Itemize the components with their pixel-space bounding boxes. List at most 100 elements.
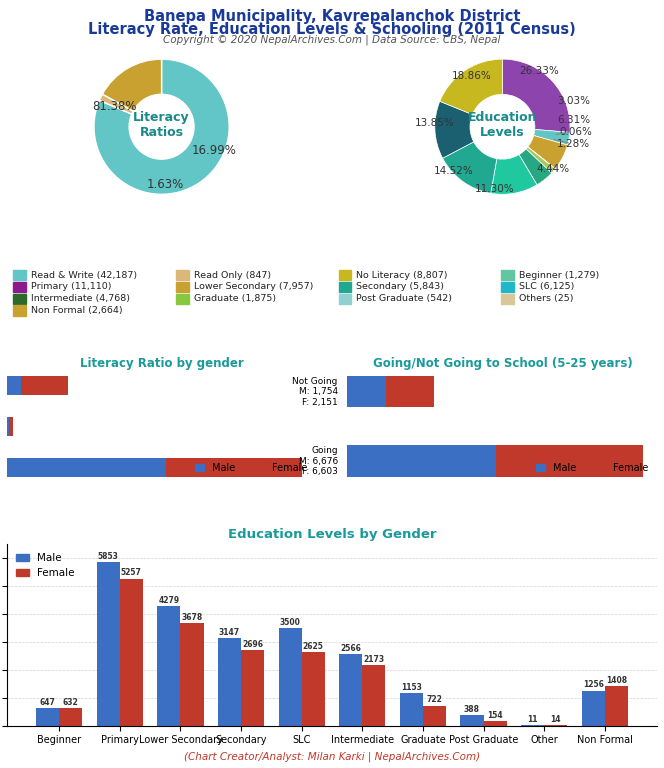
Bar: [605, 687, 627, 726]
Bar: [157, 606, 181, 726]
Text: SLC (6,125): SLC (6,125): [519, 283, 574, 291]
Bar: [59, 708, 82, 726]
Bar: [501, 270, 514, 280]
Text: Education
Levels: Education Levels: [467, 111, 537, 139]
Text: Graduate (1,875): Graduate (1,875): [194, 294, 276, 303]
Legend: Male, Female: Male, Female: [191, 459, 311, 477]
Text: 3147: 3147: [219, 627, 240, 637]
Text: Lower Secondary (7,957): Lower Secondary (7,957): [194, 283, 313, 291]
Bar: [97, 562, 120, 726]
Bar: [582, 690, 605, 726]
Wedge shape: [440, 59, 503, 114]
Text: 26.33%: 26.33%: [520, 66, 560, 76]
Bar: [13, 306, 26, 316]
Wedge shape: [519, 149, 552, 185]
Bar: [461, 715, 483, 726]
Bar: [301, 652, 325, 726]
Text: 4279: 4279: [159, 596, 179, 605]
Wedge shape: [534, 130, 570, 145]
Text: Non Formal (2,664): Non Formal (2,664): [31, 306, 123, 315]
Text: 13.85%: 13.85%: [415, 118, 455, 128]
Text: Intermediate (4,768): Intermediate (4,768): [31, 294, 130, 303]
Bar: [7, 458, 167, 477]
Text: 154: 154: [487, 711, 503, 720]
Bar: [7, 417, 9, 435]
Text: 18.86%: 18.86%: [452, 71, 492, 81]
Text: 722: 722: [426, 696, 442, 704]
Bar: [176, 282, 189, 292]
Bar: [496, 445, 643, 477]
Text: Copyright © 2020 NepalArchives.Com | Data Source: CBS, Nepal: Copyright © 2020 NepalArchives.Com | Dat…: [163, 35, 501, 45]
Bar: [241, 650, 264, 726]
Bar: [339, 654, 363, 726]
Text: 2696: 2696: [242, 641, 263, 649]
Text: 81.38%: 81.38%: [92, 100, 137, 113]
Text: 11.30%: 11.30%: [475, 184, 514, 194]
Bar: [21, 376, 68, 395]
Wedge shape: [435, 101, 473, 158]
Wedge shape: [503, 59, 570, 132]
Bar: [13, 270, 26, 280]
Bar: [339, 270, 351, 280]
Wedge shape: [94, 59, 229, 194]
Text: 1153: 1153: [401, 684, 422, 693]
Bar: [347, 445, 496, 477]
Wedge shape: [491, 154, 537, 194]
Text: 647: 647: [40, 697, 56, 707]
Bar: [176, 270, 189, 280]
Bar: [9, 417, 13, 435]
Text: 632: 632: [63, 698, 78, 707]
Text: Beginner (1,279): Beginner (1,279): [519, 270, 600, 280]
Text: 14.52%: 14.52%: [434, 166, 473, 176]
Text: 0.06%: 0.06%: [559, 127, 592, 137]
Bar: [423, 706, 446, 726]
Text: Literacy
Ratios: Literacy Ratios: [133, 111, 190, 139]
Bar: [13, 282, 26, 292]
Bar: [218, 637, 241, 726]
Bar: [501, 293, 514, 303]
Bar: [501, 282, 514, 292]
Wedge shape: [528, 135, 568, 169]
Text: 1.63%: 1.63%: [146, 177, 183, 190]
Bar: [386, 376, 434, 407]
Wedge shape: [528, 147, 555, 169]
Text: 388: 388: [464, 705, 480, 713]
Legend: Male, Female: Male, Female: [12, 549, 78, 583]
Wedge shape: [100, 94, 133, 114]
Title: Literacy Ratio by gender: Literacy Ratio by gender: [80, 357, 244, 370]
Text: 1.28%: 1.28%: [557, 138, 590, 149]
Text: 14: 14: [550, 715, 561, 724]
Text: (Chart Creator/Analyst: Milan Karki | NepalArchives.Com): (Chart Creator/Analyst: Milan Karki | Ne…: [184, 751, 480, 762]
Text: 2625: 2625: [303, 642, 323, 651]
Bar: [7, 376, 21, 395]
Text: Literacy Rate, Education Levels & Schooling (2011 Census): Literacy Rate, Education Levels & School…: [88, 22, 576, 37]
Bar: [400, 694, 423, 726]
Text: 1256: 1256: [583, 680, 604, 690]
Text: 3500: 3500: [280, 617, 301, 627]
Bar: [363, 665, 385, 726]
Text: Post Graduate (542): Post Graduate (542): [357, 294, 452, 303]
Wedge shape: [526, 147, 555, 173]
Title: Going/Not Going to School (5-25 years): Going/Not Going to School (5-25 years): [373, 357, 632, 370]
Text: 11: 11: [527, 715, 538, 724]
Text: Others (25): Others (25): [519, 294, 574, 303]
Text: Read Only (847): Read Only (847): [194, 270, 271, 280]
Bar: [181, 623, 203, 726]
Text: 4.44%: 4.44%: [537, 164, 570, 174]
Bar: [176, 293, 189, 303]
Text: 5257: 5257: [121, 568, 142, 578]
Text: No Literacy (8,807): No Literacy (8,807): [357, 270, 448, 280]
Bar: [279, 627, 301, 726]
Text: 2173: 2173: [363, 655, 384, 664]
Text: 5853: 5853: [98, 551, 119, 561]
Bar: [167, 458, 301, 477]
Text: 1408: 1408: [606, 677, 627, 685]
Wedge shape: [443, 142, 497, 194]
Title: Education Levels by Gender: Education Levels by Gender: [228, 528, 436, 541]
Bar: [347, 376, 386, 407]
Wedge shape: [102, 59, 161, 111]
Text: 3678: 3678: [181, 613, 203, 621]
Legend: Male, Female: Male, Female: [532, 459, 653, 477]
Bar: [37, 707, 59, 726]
Text: Secondary (5,843): Secondary (5,843): [357, 283, 444, 291]
